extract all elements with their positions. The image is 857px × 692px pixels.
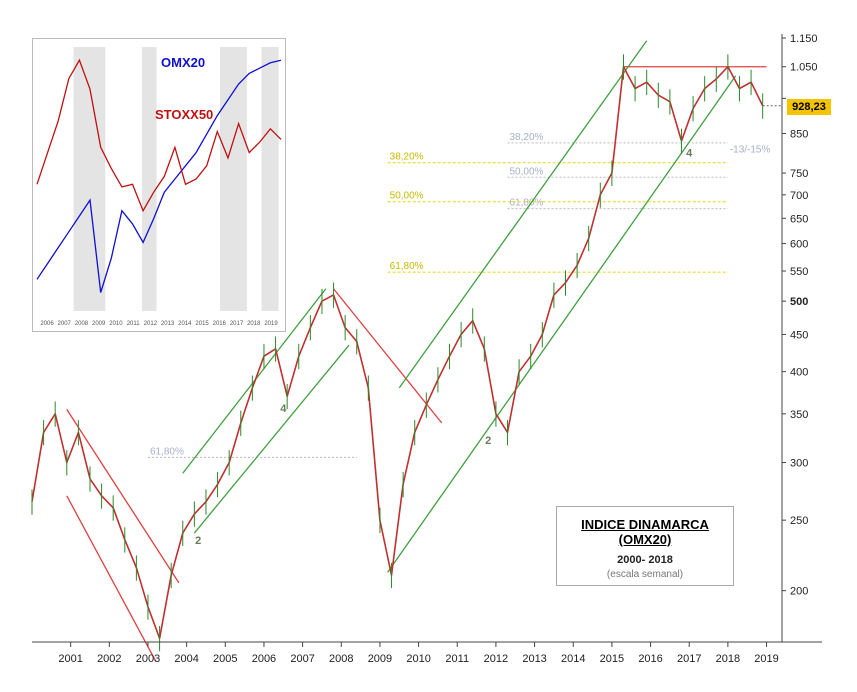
fib-gray-label: 61,80%	[150, 446, 184, 457]
y-tick-label: 300	[790, 458, 808, 470]
x-tick-label: 2019	[754, 653, 778, 665]
uptrend-channel-2-lower	[387, 75, 737, 573]
x-tick-label: 2008	[329, 653, 353, 665]
x-tick-label: 2018	[716, 653, 740, 665]
y-tick-label: 350	[790, 409, 808, 421]
inset-x-tick-label: 2007	[58, 321, 72, 327]
x-tick-label: 2007	[290, 653, 314, 665]
wave-label: 2	[195, 535, 201, 547]
y-tick-label: 850	[790, 129, 808, 141]
chart-note: (escala semanal)	[606, 569, 684, 580]
y-axis: 200 250 300 350 400 450 500 550 600 650 700 750 850 1…	[781, 33, 818, 642]
y-tick-label: 400	[790, 367, 808, 379]
y-tick-label: 750	[790, 168, 808, 180]
x-tick-label: 2013	[522, 653, 546, 665]
inset-x-tick-label: 2019	[264, 321, 278, 327]
omx20-price-line	[31, 65, 764, 640]
fib-gray-label: 38,20%	[510, 132, 544, 143]
y-tick-label: 250	[790, 515, 808, 527]
x-tick-label: 2016	[638, 653, 662, 665]
fib-gray-label: 50,00%	[510, 166, 544, 177]
inset-comparison-chart: OMX20 STOXX50 2006 2007 2008 2009 2010 2011 2012…	[32, 38, 286, 332]
chart-title: INDICE DINAMARCA (OMX20)	[581, 517, 709, 547]
inset-x-tick-label: 2017	[230, 321, 244, 327]
y-tick-label: 500	[790, 296, 808, 308]
fib-yellow-label: 61,80%	[390, 261, 424, 272]
fib-gray-label: 61,80%	[510, 198, 544, 209]
last-price-badge: 928,23	[787, 99, 831, 115]
inset-plot: OMX20 STOXX50 2006 2007 2008 2009 2010 2011 2012…	[36, 47, 282, 327]
x-tick-label: 2003	[136, 653, 160, 665]
fib-levels: 61,80% 38,20% 50,00% 61,80% 38,20% 50,00% 61,8…	[147, 66, 767, 458]
x-tick-label: 2015	[600, 653, 624, 665]
inset-x-tick-label: 2016	[213, 321, 227, 327]
bear-shading	[220, 47, 247, 311]
inset-x-tick-label: 2011	[127, 321, 141, 327]
fib-yellow-label: 38,20%	[390, 152, 424, 163]
price-series	[31, 54, 782, 652]
bear-shading	[261, 47, 279, 311]
y-tick-label: 650	[790, 213, 808, 225]
y-tick-label: 200	[790, 586, 808, 598]
x-axis: 2001 2002 2003 2004 2005 2006 2007 2008 2009 2010…	[32, 641, 822, 665]
inset-x-tick-label: 2013	[161, 321, 175, 327]
y-tick-label: 450	[790, 329, 808, 341]
wave-label: 2	[485, 435, 491, 447]
y-tick-label: 1.050	[790, 62, 818, 74]
inset-series-line	[36, 58, 282, 213]
x-tick-label: 2002	[97, 653, 121, 665]
x-tick-label: 2004	[174, 653, 198, 665]
x-tick-label: 2012	[484, 653, 508, 665]
inset-x-tick-label: 2018	[247, 321, 261, 327]
y-tick-label: 550	[790, 266, 808, 278]
inset-x-tick-label: 2008	[75, 321, 89, 327]
x-tick-label: 2011	[445, 653, 469, 665]
x-tick-label: 2014	[561, 653, 585, 665]
correction-channel	[333, 288, 443, 424]
x-tick-label: 2009	[368, 653, 392, 665]
y-tick-label: 1.150	[790, 33, 818, 45]
downtrend-channel-upper	[66, 409, 180, 584]
inset-series-line	[36, 59, 282, 293]
inset-x-tick-label: 2006	[40, 321, 54, 327]
y-tick-label: 600	[790, 239, 808, 251]
inset-x-tick-label: 2012	[144, 321, 158, 327]
uptrend-channel-2-upper	[398, 40, 648, 389]
x-tick-label: 2001	[58, 653, 82, 665]
chart-title-box: INDICE DINAMARCA (OMX20) 2000- 2018 (esc…	[556, 506, 734, 586]
y-tick-label: 700	[790, 190, 808, 202]
inset-x-tick-label: 2010	[109, 321, 123, 327]
wave-label: 4	[280, 403, 287, 415]
uptrend-channel-lower	[193, 344, 350, 534]
wave-label: 4	[686, 148, 693, 160]
x-tick-label: 2010	[406, 653, 430, 665]
inset-x-tick-label: 2009	[92, 321, 106, 327]
series-label-omx20: OMX20	[161, 55, 205, 70]
bear-shading	[141, 47, 157, 311]
target-note: -13/-15%	[730, 145, 771, 156]
downtrend-channel-lower	[66, 495, 157, 662]
inset-x-tick-label: 2015	[195, 321, 209, 327]
x-tick-label: 2017	[677, 653, 701, 665]
inset-x-tick-label: 2014	[178, 321, 192, 327]
bear-shading	[73, 47, 106, 311]
wave-labels: 2 4 2 4 -13/-15%	[195, 145, 770, 547]
series-label-stoxx50: STOXX50	[155, 107, 213, 122]
x-tick-label: 2005	[213, 653, 237, 665]
trend-channels	[66, 40, 737, 662]
chart-subtitle: 2000- 2018	[617, 554, 673, 566]
x-tick-label: 2006	[252, 653, 276, 665]
fib-yellow-label: 50,00%	[390, 191, 424, 202]
